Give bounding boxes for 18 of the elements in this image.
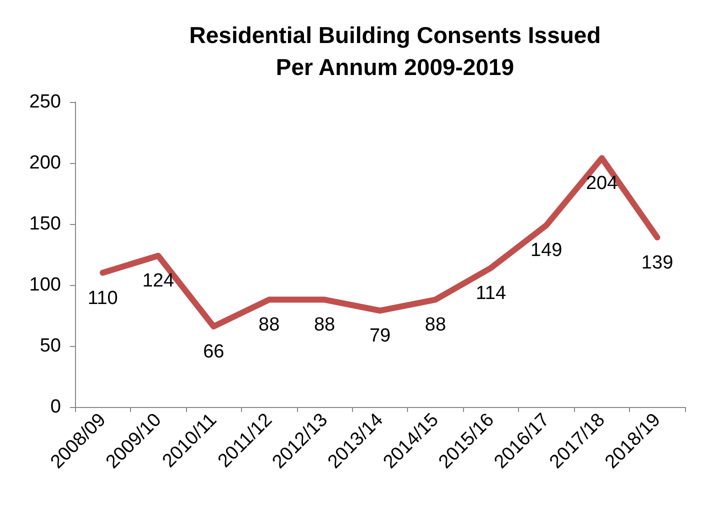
data-label: 139: [641, 252, 674, 274]
chart-title: Residential Building Consents Issued Per Annum 2009-2019: [189, 22, 601, 80]
y-tick-label: 250: [29, 92, 61, 112]
data-label: 66: [203, 341, 224, 362]
data-label: 114: [476, 282, 506, 304]
data-label: 88: [314, 314, 336, 336]
data-label: 88: [424, 314, 446, 336]
y-tick-label: 0: [50, 396, 61, 418]
y-tick-label: 200: [29, 152, 61, 174]
data-label: 149: [530, 240, 562, 262]
data-label: 79: [369, 326, 391, 347]
data-label: 88: [258, 314, 280, 336]
y-tick-label: 100: [29, 274, 61, 296]
data-label: 124: [142, 270, 174, 292]
y-tick-label: 150: [29, 214, 61, 234]
y-tick-label: 50: [40, 336, 61, 356]
data-label: 110: [88, 288, 118, 309]
data-label: 204: [586, 173, 618, 194]
